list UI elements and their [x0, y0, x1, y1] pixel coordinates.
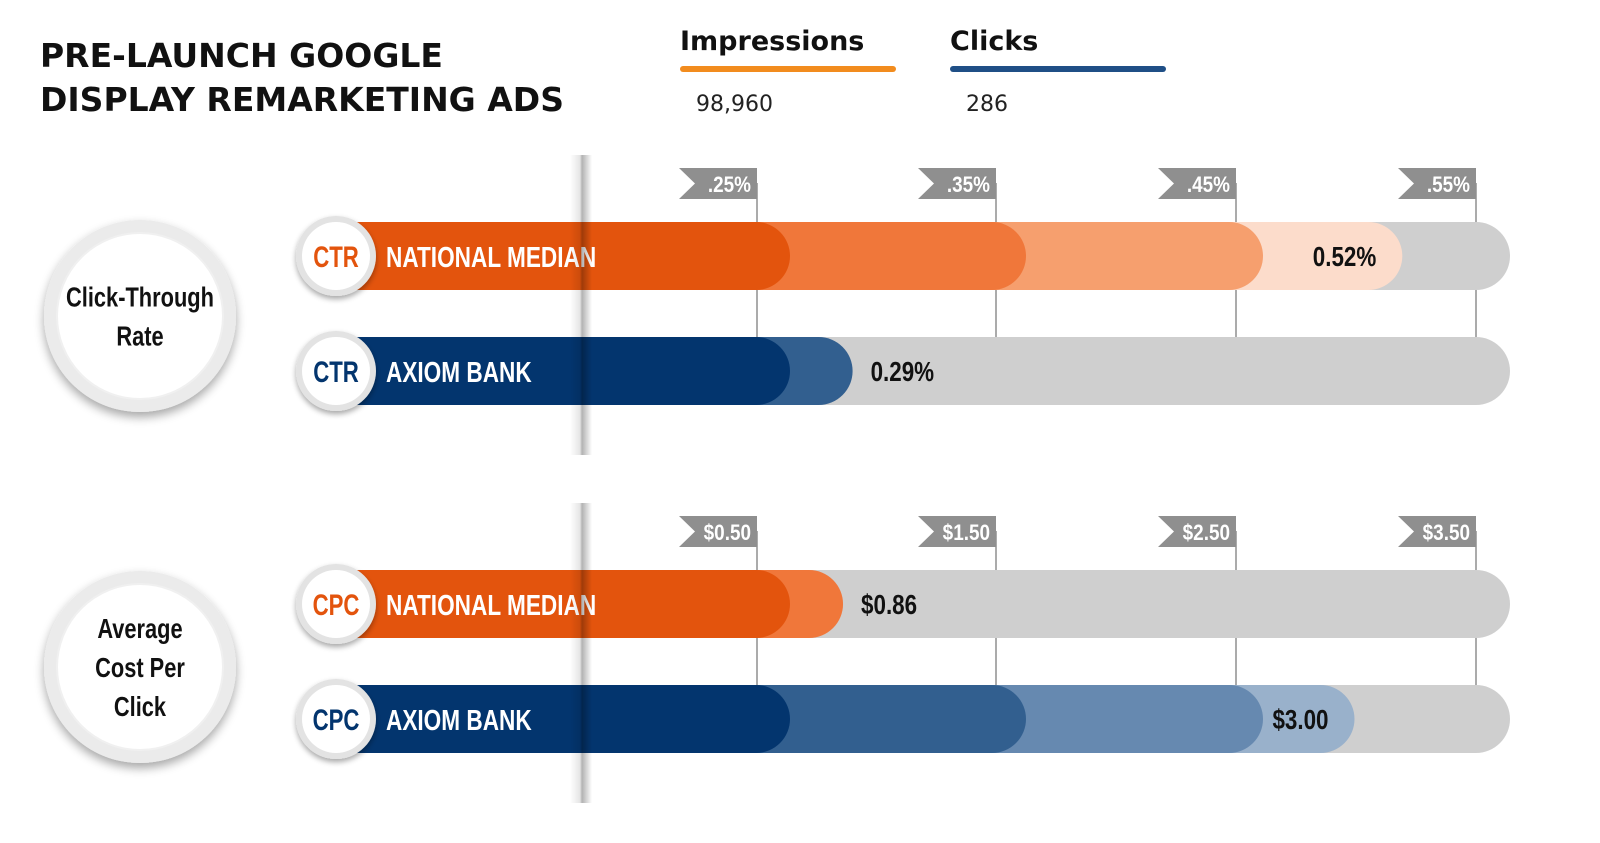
metric-label-line: Click	[114, 691, 166, 722]
tick-flag	[1158, 168, 1236, 199]
bar-fill-segment	[300, 222, 790, 290]
tick-flag	[918, 168, 996, 199]
tick-label: .45%	[1187, 173, 1230, 198]
value-label: 0.29%	[871, 357, 934, 388]
tick-flag	[1398, 516, 1476, 547]
tick-label: $0.50	[704, 521, 751, 546]
badge-circle	[302, 222, 370, 290]
tick-label: $2.50	[1183, 521, 1230, 546]
impressions-swatch	[680, 66, 896, 72]
clicks-swatch	[950, 66, 1166, 72]
bar-fill-segment	[300, 685, 790, 753]
badge-abbr: CPC	[313, 703, 360, 737]
badge-circle	[302, 685, 370, 753]
tick-label: $3.50	[1423, 521, 1470, 546]
badge-abbr: CPC	[313, 588, 360, 622]
metric-circle	[56, 232, 224, 400]
clicks-value: 286	[966, 92, 1008, 117]
chart-title: PRE-LAUNCH GOOGLE DISPLAY REMARKETING AD…	[40, 34, 564, 122]
tick-flag	[1158, 516, 1236, 547]
chart-section-1: .25% .35% .45% .55%NATIONAL MEDIAN 0.52%CTRA…	[44, 155, 1510, 455]
clicks-label: Clicks	[950, 26, 1039, 57]
badge-circle	[302, 337, 370, 405]
series-name: NATIONAL MEDIAN	[386, 240, 596, 273]
bar-row-1: NATIONAL MEDIAN 0.52% CTR	[296, 216, 1510, 296]
tick-flag	[1398, 168, 1476, 199]
section-divider	[570, 155, 592, 455]
tick-label: .25%	[708, 173, 751, 198]
bar-fill-segment	[300, 570, 790, 638]
tick-flag	[918, 516, 996, 547]
badge-abbr: CTR	[313, 355, 359, 389]
metric-label-line: Click-Through	[66, 282, 214, 313]
bar-row-2: AXIOM BANK $3.00 CPC	[296, 679, 1510, 759]
tick-flag	[679, 168, 757, 199]
metric-label-line: Cost Per	[95, 652, 185, 683]
metric-circle	[56, 583, 224, 751]
tick-label: $1.50	[943, 521, 990, 546]
bar-row-2: AXIOM BANK 0.29% CTR	[296, 331, 1510, 411]
value-label: 0.52%	[1313, 242, 1376, 273]
section-divider	[570, 503, 592, 803]
chart-section-2: $0.50 $1.50 $2.50 $3.50 NATIONAL MEDIAN $0.86…	[44, 503, 1510, 803]
metric-label-line: Rate	[116, 321, 163, 352]
tick-flag	[679, 516, 757, 547]
series-name: AXIOM BANK	[386, 355, 532, 388]
bar-row-1: NATIONAL MEDIAN $0.86 CPC	[296, 564, 1510, 644]
impressions-label: Impressions	[680, 26, 865, 57]
clicks-summary: Clicks 286	[950, 26, 1166, 117]
badge-circle	[302, 570, 370, 638]
value-label: $0.86	[861, 590, 917, 621]
impressions-value: 98,960	[696, 92, 773, 117]
series-name: NATIONAL MEDIAN	[386, 588, 596, 621]
tick-label: .55%	[1427, 173, 1470, 198]
metric-label-line: Average	[97, 613, 182, 644]
impressions-summary: Impressions 98,960	[680, 26, 896, 117]
bar-fill-segment	[300, 337, 790, 405]
series-name: AXIOM BANK	[386, 703, 532, 736]
title-line-2: DISPLAY REMARKETING ADS	[40, 80, 564, 119]
value-label: $3.00	[1272, 705, 1328, 736]
title-line-1: PRE-LAUNCH GOOGLE	[40, 36, 443, 75]
tick-label: .35%	[947, 173, 990, 198]
badge-abbr: CTR	[313, 240, 359, 274]
